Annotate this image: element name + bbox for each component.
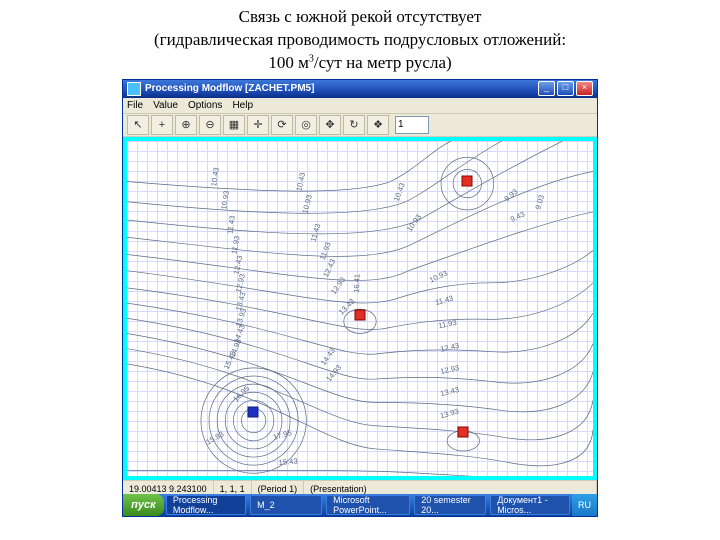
menu-file[interactable]: File [127, 100, 143, 111]
task-powerpoint[interactable]: Microsoft PowerPoint... [326, 495, 410, 515]
svg-text:11.93: 11.93 [318, 241, 333, 261]
maximize-button[interactable]: □ [557, 81, 574, 96]
svg-text:12.43: 12.43 [232, 255, 245, 275]
svg-text:13.43: 13.43 [439, 385, 460, 398]
svg-text:10.93: 10.93 [219, 190, 231, 210]
palette-icon[interactable]: ❖ [367, 115, 389, 135]
cursor-icon[interactable]: ↖ [127, 115, 149, 135]
taskbar: пуск Processing Modflow... M_2 Microsoft… [123, 494, 597, 516]
svg-text:10.93: 10.93 [428, 268, 449, 284]
contour-lines: 10.43 10.93 11.43 11.93 12.43 12.93 13.4… [127, 141, 593, 476]
canvas-viewport: 10.43 10.93 11.43 11.93 12.43 12.93 13.4… [123, 137, 597, 480]
rotate-icon[interactable]: ⟳ [271, 115, 293, 135]
svg-text:11.43: 11.43 [309, 222, 323, 242]
layer-spinner[interactable]: 1 [395, 116, 429, 134]
svg-text:9.03: 9.03 [534, 194, 547, 211]
title-line2: (гидравлическая проводимость подрусловых… [154, 30, 566, 49]
menu-value[interactable]: Value [153, 100, 178, 111]
grid-icon[interactable]: ▦ [223, 115, 245, 135]
system-tray[interactable]: RU [572, 494, 597, 516]
zoom-out-icon[interactable]: ⊖ [199, 115, 221, 135]
window-title: Processing Modflow [ZACHET.PM5] [145, 83, 536, 94]
title-line1: Связь с южной рекой отсутствует [239, 7, 482, 26]
svg-text:10.43: 10.43 [294, 171, 307, 191]
svg-text:13.93: 13.93 [439, 406, 460, 420]
svg-text:15.43: 15.43 [222, 350, 238, 371]
target-icon[interactable]: ◎ [295, 115, 317, 135]
svg-text:11.93: 11.93 [230, 235, 242, 255]
minimize-button[interactable]: _ [538, 81, 555, 96]
injection-well-1[interactable] [247, 407, 258, 418]
start-button[interactable]: пуск [123, 494, 164, 516]
svg-text:9.43: 9.43 [509, 209, 526, 223]
svg-text:12.93: 12.93 [234, 273, 247, 294]
svg-text:16.41: 16.41 [352, 274, 362, 293]
svg-text:12.43: 12.43 [440, 341, 460, 354]
task-modflow[interactable]: Processing Modflow... [166, 495, 246, 515]
svg-text:17.95: 17.95 [272, 428, 293, 442]
plus-icon[interactable]: + [151, 115, 173, 135]
crosshair-icon[interactable]: ✛ [247, 115, 269, 135]
zoom-in-icon[interactable]: ⊕ [175, 115, 197, 135]
task-m2[interactable]: M_2 [250, 495, 322, 515]
svg-text:10.93: 10.93 [301, 194, 314, 215]
svg-text:9.93: 9.93 [502, 187, 519, 203]
svg-text:11.93: 11.93 [438, 318, 458, 331]
titlebar[interactable]: Processing Modflow [ZACHET.PM5] _ □ × [123, 80, 597, 98]
svg-text:15.43: 15.43 [278, 456, 298, 467]
title-line3-pre: 100 м [268, 53, 309, 72]
menubar: File Value Options Help [123, 98, 597, 114]
task-semester[interactable]: 20 semester 20... [414, 495, 486, 515]
menu-options[interactable]: Options [188, 100, 222, 111]
app-icon [127, 82, 141, 96]
svg-text:14.93: 14.93 [324, 363, 343, 383]
svg-text:10.43: 10.43 [209, 167, 221, 187]
menu-help[interactable]: Help [232, 100, 253, 111]
svg-text:10.93: 10.93 [405, 212, 423, 233]
svg-text:14.43: 14.43 [319, 346, 337, 367]
svg-text:15.93: 15.93 [205, 429, 226, 446]
close-button[interactable]: × [576, 81, 593, 96]
pan-icon[interactable]: ✥ [319, 115, 341, 135]
svg-text:11.43: 11.43 [434, 293, 454, 306]
toolbar: ↖ + ⊕ ⊖ ▦ ✛ ⟳ ◎ ✥ ↻ ❖ 1 [123, 114, 597, 137]
svg-text:10.43: 10.43 [392, 181, 407, 202]
svg-text:12.93: 12.93 [329, 275, 347, 296]
pumping-well-2[interactable] [355, 310, 366, 321]
tray-lang: RU [578, 500, 591, 510]
task-word[interactable]: Документ1 - Micros... [490, 495, 570, 515]
app-window: Processing Modflow [ZACHET.PM5] _ □ × Fi… [122, 79, 598, 517]
title-line3-post: /сут на метр русла) [314, 53, 452, 72]
pumping-well-3[interactable] [457, 427, 468, 438]
svg-text:12.93: 12.93 [440, 363, 460, 376]
svg-text:11.43: 11.43 [225, 215, 236, 234]
model-canvas[interactable]: 10.43 10.93 11.43 11.93 12.43 12.93 13.4… [127, 141, 593, 476]
refresh-icon[interactable]: ↻ [343, 115, 365, 135]
slide-title: Связь с южной рекой отсутствует (гидравл… [0, 0, 720, 79]
pumping-well-1[interactable] [462, 176, 473, 187]
